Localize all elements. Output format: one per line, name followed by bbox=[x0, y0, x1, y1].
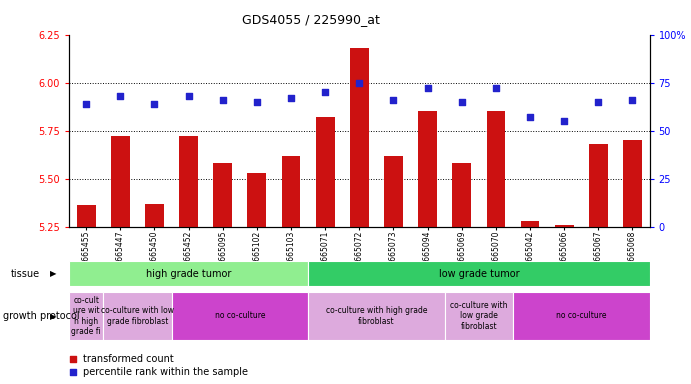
Point bbox=[285, 95, 296, 101]
Bar bbox=[308, 261, 650, 286]
Text: ▶: ▶ bbox=[50, 269, 56, 278]
Bar bbox=[623, 140, 642, 227]
Bar bbox=[486, 111, 505, 227]
Point bbox=[81, 101, 92, 107]
Point bbox=[627, 97, 638, 103]
Bar bbox=[453, 163, 471, 227]
Bar bbox=[111, 136, 130, 227]
Text: co-culture with high grade
fibroblast: co-culture with high grade fibroblast bbox=[325, 306, 427, 326]
Text: low grade tumor: low grade tumor bbox=[439, 268, 519, 279]
Point bbox=[217, 97, 228, 103]
Bar bbox=[145, 204, 164, 227]
Text: no co-culture: no co-culture bbox=[556, 311, 607, 320]
Bar bbox=[69, 261, 308, 286]
Bar bbox=[214, 163, 232, 227]
Point bbox=[388, 97, 399, 103]
Point bbox=[354, 79, 365, 86]
Text: co-cult
ure wit
h high
grade fi: co-cult ure wit h high grade fi bbox=[71, 296, 101, 336]
Text: no co-culture: no co-culture bbox=[215, 311, 265, 320]
Bar bbox=[282, 156, 301, 227]
Text: transformed count: transformed count bbox=[83, 354, 173, 364]
Bar bbox=[179, 136, 198, 227]
Bar bbox=[418, 111, 437, 227]
Point bbox=[593, 99, 604, 105]
Point bbox=[252, 99, 263, 105]
Bar bbox=[77, 205, 95, 227]
Bar bbox=[513, 292, 650, 340]
Text: tissue: tissue bbox=[10, 269, 39, 279]
Point bbox=[524, 114, 536, 120]
Bar bbox=[308, 292, 445, 340]
Text: GDS4055 / 225990_at: GDS4055 / 225990_at bbox=[242, 13, 380, 26]
Point bbox=[422, 85, 433, 91]
Bar bbox=[171, 292, 308, 340]
Point bbox=[320, 89, 331, 95]
Point bbox=[456, 99, 467, 105]
Text: growth protocol: growth protocol bbox=[3, 311, 80, 321]
Bar bbox=[589, 144, 607, 227]
Bar bbox=[520, 221, 540, 227]
Bar bbox=[103, 292, 171, 340]
Bar bbox=[384, 156, 403, 227]
Text: percentile rank within the sample: percentile rank within the sample bbox=[83, 367, 248, 377]
Bar bbox=[445, 292, 513, 340]
Point bbox=[558, 118, 569, 124]
Text: high grade tumor: high grade tumor bbox=[146, 268, 231, 279]
Bar bbox=[350, 48, 369, 227]
Point bbox=[491, 85, 502, 91]
Text: co-culture with
low grade
fibroblast: co-culture with low grade fibroblast bbox=[450, 301, 508, 331]
Bar bbox=[555, 225, 574, 227]
Point bbox=[67, 369, 78, 376]
Bar bbox=[69, 292, 103, 340]
Bar bbox=[247, 173, 266, 227]
Text: ▶: ▶ bbox=[50, 311, 56, 321]
Point bbox=[67, 356, 78, 362]
Point bbox=[115, 93, 126, 99]
Point bbox=[149, 101, 160, 107]
Text: co-culture with low
grade fibroblast: co-culture with low grade fibroblast bbox=[101, 306, 174, 326]
Bar bbox=[316, 117, 334, 227]
Point bbox=[183, 93, 194, 99]
